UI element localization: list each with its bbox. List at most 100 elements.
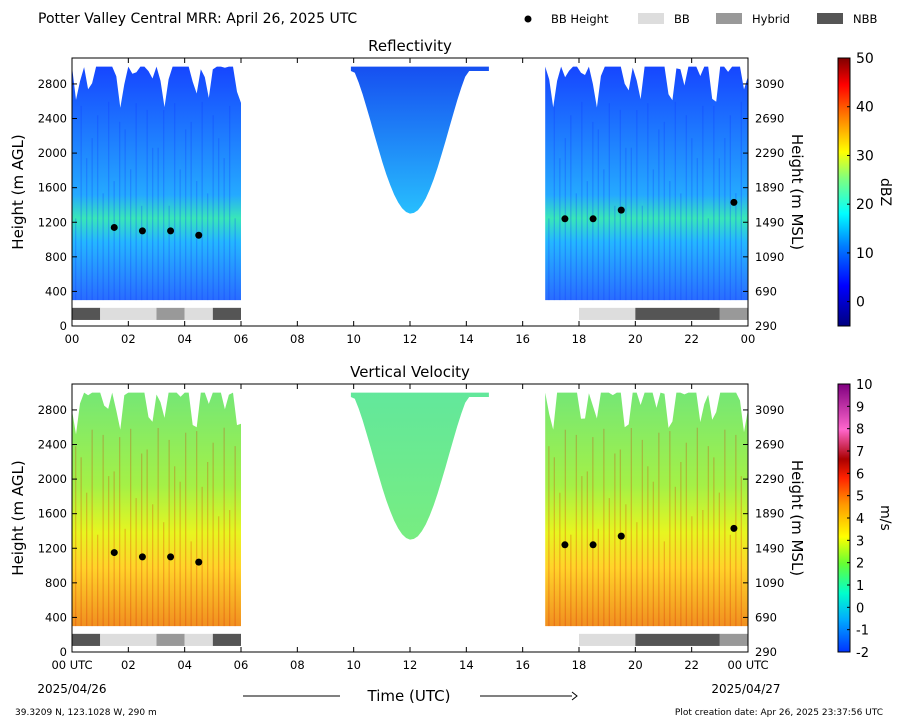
echo-streak bbox=[91, 138, 93, 301]
colorbar-tick-label: 4 bbox=[856, 512, 864, 527]
echo-streak bbox=[212, 115, 214, 301]
echo-streak bbox=[641, 439, 643, 627]
echo-streak bbox=[207, 193, 209, 301]
echo-streak bbox=[663, 121, 665, 301]
echo-streak bbox=[729, 534, 731, 627]
echo-streak bbox=[179, 169, 181, 300]
echo-streak bbox=[581, 476, 583, 627]
bb-height-point bbox=[195, 231, 203, 239]
echo-streak bbox=[636, 110, 638, 301]
echo-streak bbox=[163, 522, 165, 627]
echo-streak bbox=[146, 449, 148, 627]
echo-streak bbox=[196, 181, 198, 300]
colorbar-tick-label: -1 bbox=[856, 624, 869, 639]
echo-streak bbox=[190, 541, 192, 627]
echo-region bbox=[545, 392, 748, 627]
x-tick-label: 16 bbox=[515, 658, 530, 672]
echo-streak bbox=[80, 105, 82, 301]
y-tick-label: 1600 bbox=[38, 181, 67, 195]
echo-streak bbox=[702, 105, 704, 301]
echo-streak bbox=[647, 103, 649, 301]
x-tick-label: 22 bbox=[684, 332, 699, 346]
echo-streak bbox=[130, 169, 132, 300]
echo-streak bbox=[636, 522, 638, 627]
band-type-segment-bb bbox=[184, 633, 213, 646]
echo-streak bbox=[553, 457, 555, 626]
echo-streak bbox=[674, 486, 676, 627]
colorbar-tick-label: 7 bbox=[856, 445, 864, 460]
echo-streak bbox=[614, 205, 616, 301]
echo-streak bbox=[597, 528, 599, 626]
y2-tick-label: 290 bbox=[755, 645, 777, 659]
top-legend: BB Height BB Hybrid NBB bbox=[524, 12, 877, 26]
band-type-segment-nbb bbox=[212, 307, 241, 320]
x-tick-label: 06 bbox=[234, 332, 249, 346]
echo-streak bbox=[229, 105, 231, 301]
colorbar-tick-label: 2 bbox=[856, 557, 864, 572]
band-type-segment-hybrid bbox=[719, 307, 748, 320]
echo-streak bbox=[603, 428, 605, 627]
echo-streak bbox=[685, 442, 687, 627]
band-type-segment-nbb bbox=[635, 307, 720, 320]
x-tick-label: 00 UTC bbox=[51, 658, 92, 672]
x-tick-label: 18 bbox=[572, 658, 587, 672]
bb-height-point bbox=[110, 549, 118, 557]
y-tick-label: 1200 bbox=[38, 541, 67, 555]
x-tick-label: 00 bbox=[65, 332, 80, 346]
colorbar-tick-label: -2 bbox=[856, 646, 869, 661]
echo-streak bbox=[625, 504, 627, 627]
echo-streak bbox=[608, 498, 610, 627]
colorbar bbox=[837, 57, 851, 327]
colorbar-tick-label: 40 bbox=[856, 100, 874, 116]
echo-streak bbox=[80, 457, 82, 626]
x-tick-label: 06 bbox=[234, 658, 249, 672]
echo-streak bbox=[113, 181, 115, 300]
echo-streak bbox=[548, 218, 550, 301]
band-type-segment-nbb bbox=[72, 633, 101, 646]
y2-tick-label: 2290 bbox=[755, 472, 784, 486]
echo-region bbox=[72, 66, 241, 301]
colorbar-tick-label: 1 bbox=[856, 579, 864, 594]
echo-streak bbox=[592, 121, 594, 301]
x-tick-label: 14 bbox=[459, 658, 474, 672]
y-tick-label: 2800 bbox=[38, 403, 67, 417]
legend-label-bb: BB bbox=[674, 12, 690, 26]
echo-streak bbox=[586, 181, 588, 300]
echo-streak bbox=[608, 103, 610, 301]
y2-tick-label: 1090 bbox=[755, 250, 784, 264]
echo-streak bbox=[218, 138, 220, 301]
legend-swatch-hybrid bbox=[716, 13, 742, 24]
x-tick-label: 12 bbox=[403, 332, 418, 346]
echo-streak bbox=[652, 169, 654, 300]
echo-streak bbox=[190, 121, 192, 301]
x-tick-label: 18 bbox=[572, 332, 587, 346]
echo-streak bbox=[597, 129, 599, 300]
echo-streak bbox=[603, 169, 605, 300]
y2-axis-label: Height (m MSL) bbox=[788, 460, 806, 576]
panel-title: Vertical Velocity bbox=[350, 363, 470, 381]
colorbar-tick-label: 10 bbox=[856, 246, 874, 262]
echo-streak bbox=[207, 462, 209, 627]
x-tick-label: 08 bbox=[290, 332, 305, 346]
echo-streak bbox=[630, 147, 632, 301]
echo-streak bbox=[713, 105, 715, 301]
echo-streak bbox=[570, 115, 572, 301]
echo-streak bbox=[570, 534, 572, 627]
echo-streak bbox=[152, 504, 154, 627]
echo-streak bbox=[718, 492, 720, 626]
y-tick-label: 400 bbox=[45, 610, 67, 624]
bb-height-point bbox=[561, 541, 569, 549]
colorbar-tick-label: 0 bbox=[856, 295, 865, 311]
y-tick-label: 800 bbox=[45, 576, 67, 590]
echo-streak bbox=[680, 193, 682, 301]
legend-label-bb-height: BB Height bbox=[551, 12, 609, 26]
x-tick-label: 04 bbox=[177, 332, 192, 346]
y2-tick-label: 290 bbox=[755, 319, 777, 333]
echo-streak bbox=[559, 492, 561, 626]
colorbar-tick-label: 50 bbox=[856, 51, 874, 67]
band-type-segment-bb bbox=[579, 633, 636, 646]
echo-streak bbox=[724, 429, 726, 626]
echo-streak bbox=[630, 428, 632, 626]
echo-streak bbox=[647, 466, 649, 627]
